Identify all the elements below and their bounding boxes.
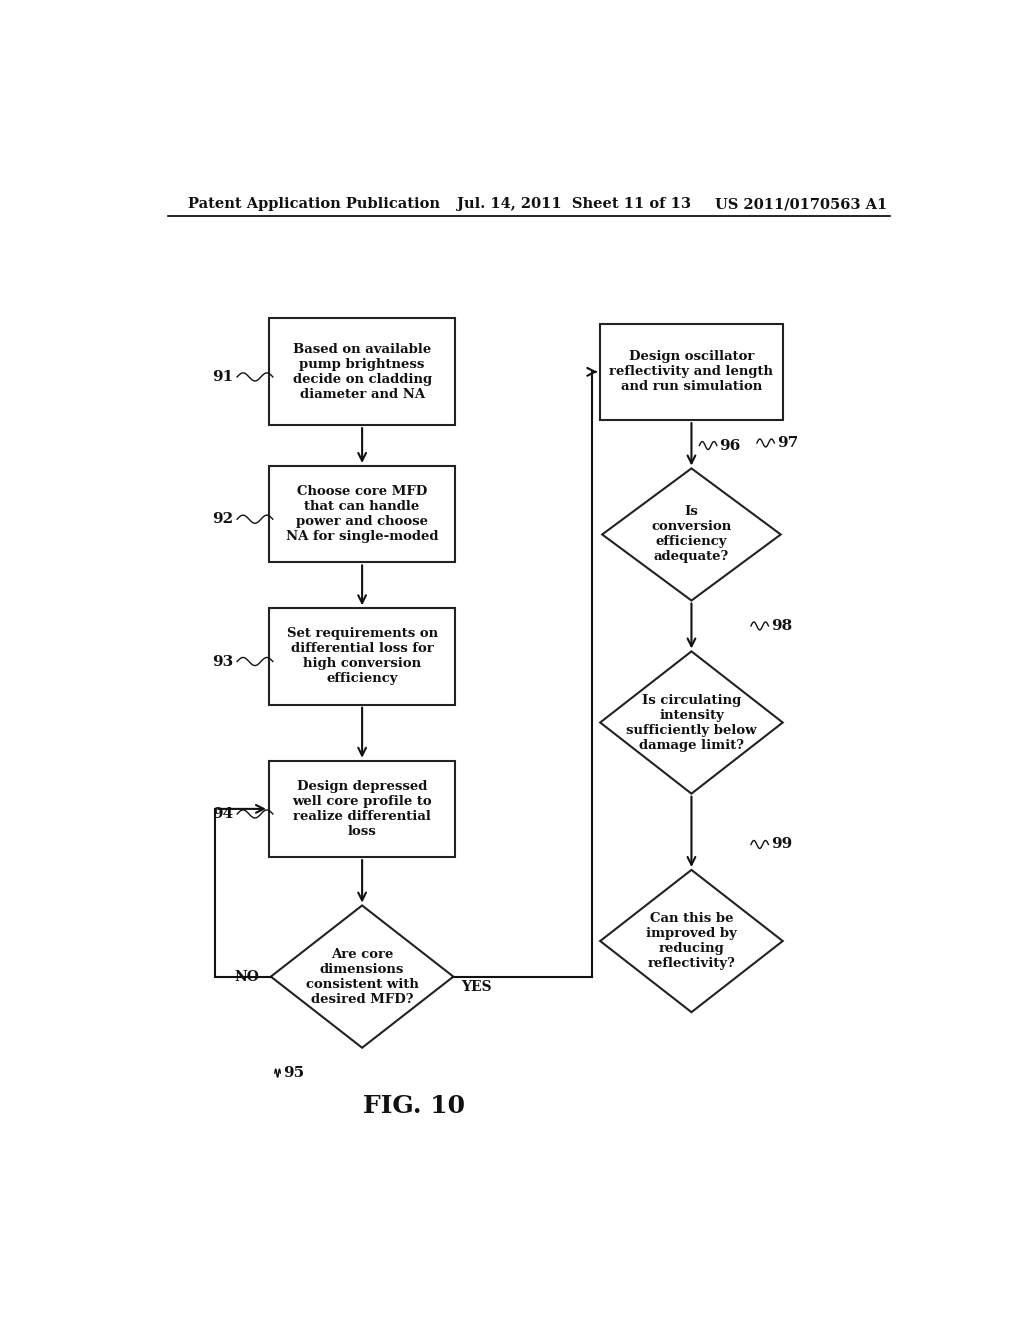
Text: 95: 95 [283,1067,304,1080]
Text: FIG. 10: FIG. 10 [362,1094,465,1118]
Text: 99: 99 [771,837,793,851]
Text: Set requirements on
differential loss for
high conversion
efficiency: Set requirements on differential loss fo… [287,627,437,685]
Text: Can this be
improved by
reducing
reflectivity?: Can this be improved by reducing reflect… [646,912,737,970]
Polygon shape [270,906,454,1048]
Text: Based on available
pump brightness
decide on cladding
diameter and NA: Based on available pump brightness decid… [293,343,432,401]
Text: 92: 92 [212,512,233,527]
Text: Are core
dimensions
consistent with
desired MFD?: Are core dimensions consistent with desi… [306,948,419,1006]
Polygon shape [600,651,782,793]
Text: Choose core MFD
that can handle
power and choose
NA for single-moded: Choose core MFD that can handle power an… [286,486,438,543]
Text: 97: 97 [777,436,798,450]
Text: YES: YES [461,979,492,994]
Text: US 2011/0170563 A1: US 2011/0170563 A1 [715,197,888,211]
Text: 96: 96 [719,438,740,453]
Text: Patent Application Publication: Patent Application Publication [187,197,439,211]
FancyBboxPatch shape [269,609,456,705]
FancyBboxPatch shape [600,323,782,420]
Polygon shape [600,870,782,1012]
FancyBboxPatch shape [269,318,456,425]
FancyBboxPatch shape [269,466,456,562]
Text: Jul. 14, 2011  Sheet 11 of 13: Jul. 14, 2011 Sheet 11 of 13 [458,197,691,211]
Text: 91: 91 [212,370,233,384]
Text: Design oscillator
reflectivity and length
and run simulation: Design oscillator reflectivity and lengt… [609,350,773,393]
Text: 93: 93 [212,655,233,668]
Text: Design depressed
well core profile to
realize differential
loss: Design depressed well core profile to re… [292,780,432,838]
Text: NO: NO [234,970,259,983]
Text: Is circulating
intensity
sufficiently below
damage limit?: Is circulating intensity sufficiently be… [627,693,757,751]
Polygon shape [602,469,780,601]
Text: 98: 98 [771,619,793,634]
Text: 94: 94 [212,807,233,821]
FancyBboxPatch shape [269,760,456,857]
Text: Is
conversion
efficiency
adequate?: Is conversion efficiency adequate? [651,506,731,564]
